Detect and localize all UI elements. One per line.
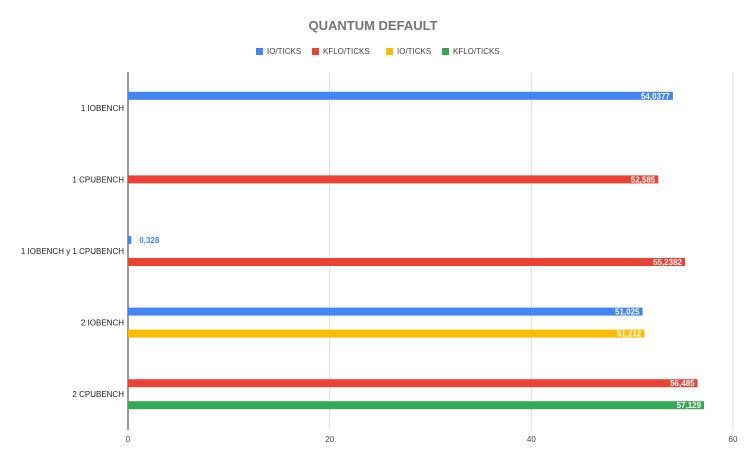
x-tick-label: 40 xyxy=(527,435,536,444)
labels: 0 20 40 60 54,0377 1 IOBENCH 52,585 1 CPUBENCH 0… xyxy=(21,92,738,444)
data-label: 54,0377 xyxy=(641,92,670,101)
data-label: 57,129 xyxy=(677,401,702,410)
category-label: 2 IOBENCH xyxy=(81,319,124,328)
legend-label: KFLO/TICKS xyxy=(323,47,370,56)
category-label: 1 IOBENCH xyxy=(81,104,124,113)
legend-swatch xyxy=(256,48,263,55)
bar xyxy=(128,258,685,266)
grid xyxy=(127,72,734,430)
data-label: 55,2382 xyxy=(653,258,682,267)
legend-swatch xyxy=(312,48,319,55)
data-label: 0,328 xyxy=(139,236,160,245)
data-label: 56,485 xyxy=(670,379,695,388)
category-label: 2 CPUBENCH xyxy=(72,390,124,399)
legend-swatch xyxy=(386,48,393,55)
legend-label: IO/TICKS xyxy=(267,47,301,56)
category-label: 1 IOBENCH y 1 CPUBENCH xyxy=(21,247,124,256)
bar xyxy=(128,329,645,338)
bar xyxy=(128,175,659,184)
bar xyxy=(128,401,705,410)
data-label: 52,585 xyxy=(631,175,656,184)
bar xyxy=(128,236,132,244)
bar xyxy=(128,91,673,100)
bar xyxy=(128,379,698,388)
legend-label: KFLO/TICKS xyxy=(453,47,500,56)
x-tick-label: 0 xyxy=(126,435,131,444)
legend: IO/TICKS KFLO/TICKS IO/TICKS KFLO/TICKS xyxy=(256,47,500,56)
category-label: 1 CPUBENCH xyxy=(72,175,124,184)
data-label: 51,212 xyxy=(617,330,642,339)
x-tick-label: 60 xyxy=(729,435,738,444)
chart-title: QUANTUM DEFAULT xyxy=(308,18,437,33)
bar xyxy=(128,307,643,316)
x-tick-label: 20 xyxy=(325,435,334,444)
data-label: 51,025 xyxy=(615,308,640,317)
legend-label: IO/TICKS xyxy=(397,47,431,56)
legend-swatch xyxy=(442,48,449,55)
bars xyxy=(128,91,705,410)
